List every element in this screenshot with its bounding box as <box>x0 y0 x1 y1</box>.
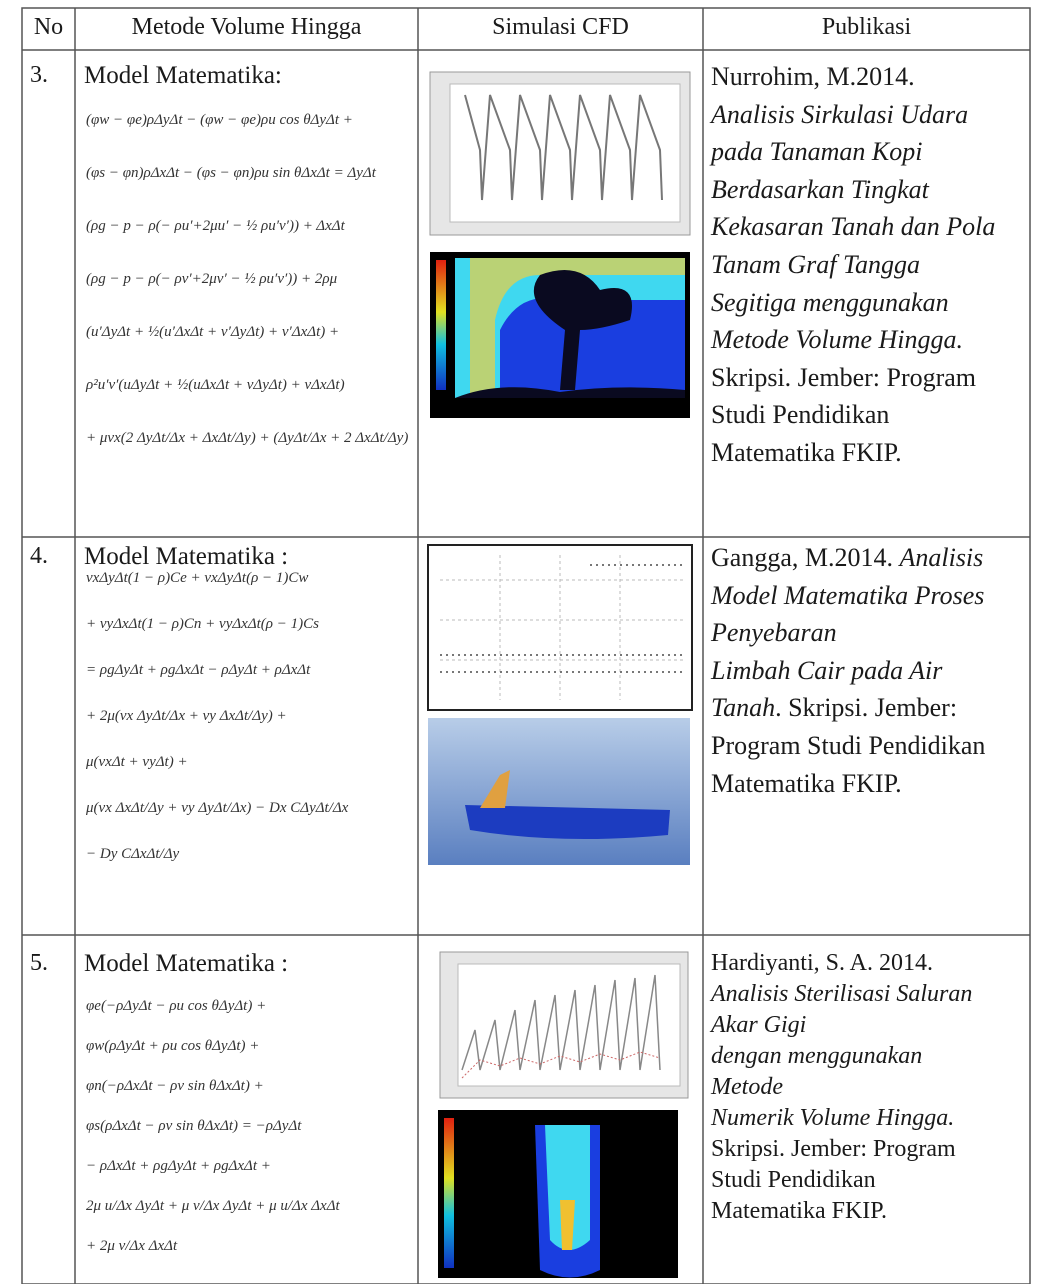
publication-line: pada Tanaman Kopi <box>711 137 922 167</box>
publication-line: Metode Volume Hingga. <box>711 325 963 355</box>
cfd-image <box>438 1110 678 1278</box>
equation: φs(ρΔxΔt − ρv sin θΔxΔt) = −ρΔyΔt <box>86 1118 302 1134</box>
publication-line: Skripsi. Jember: Program <box>711 1136 956 1163</box>
equation: (ρg − p − ρ(− ρv′+2μv′ − ½ ρu′v′)) + 2ρμ <box>86 271 338 287</box>
publication-text: . Skripsi. Jember: <box>775 693 958 723</box>
equation: μ(vx ΔxΔt/Δy + vy ΔyΔt/Δx) − Dx CΔyΔt/Δx <box>86 800 349 816</box>
publication-text: Hardiyanti, S. A. 2014. <box>711 950 933 976</box>
equation: + μvx(2 ΔyΔt/Δx + ΔxΔt/Δy) + (ΔyΔt/Δx + … <box>86 430 409 446</box>
publication-line: Kekasaran Tanah dan Pola <box>711 212 995 242</box>
publication-text: Numerik Volume Hingga. <box>711 1105 955 1131</box>
row-number: 3. <box>30 62 48 88</box>
publication-text: Penyebaran <box>711 618 837 648</box>
publication-text: Matematika FKIP. <box>711 438 902 467</box>
publication-text: Studi Pendidikan <box>711 400 890 430</box>
publication-line: Akar Gigi <box>711 1012 806 1039</box>
column-header: Simulasi CFD <box>492 14 629 40</box>
publication-text: Analisis Sirkulasi Udara <box>711 99 969 129</box>
publication-line: Segitiga menggunakan <box>711 288 949 318</box>
publication-text: Skripsi. Jember: Program <box>711 1136 956 1162</box>
publication-line: Limbah Cair pada Air <box>711 656 942 686</box>
publication-text: Kekasaran Tanah dan Pola <box>711 212 996 242</box>
equation: φw(ρΔyΔt + ρu cos θΔyΔt) + <box>86 1038 260 1054</box>
column-header: No <box>33 14 64 40</box>
row-number: 5. <box>30 950 48 976</box>
publication-line: Program Studi Pendidikan <box>711 731 985 761</box>
cfd-image <box>430 252 690 418</box>
publication-line: Studi Pendidikan <box>711 400 889 430</box>
equation: + vyΔxΔt(1 − ρ)Cn + vyΔxΔt(ρ − 1)Cs <box>86 616 319 632</box>
equation: vxΔyΔt(1 − ρ)Ce + vxΔyΔt(ρ − 1)Cw <box>86 570 309 586</box>
publication-text: Berdasarkan Tingkat <box>711 174 929 204</box>
publication-line: Analisis Sirkulasi Udara <box>711 100 968 130</box>
publication-line: Studi Pendidikan <box>711 1167 876 1194</box>
publication-text: Matematika FKIP. <box>711 1198 887 1224</box>
publication-text: Analisis Sterilisasi Saluran <box>711 981 973 1007</box>
cfd-image <box>427 544 693 711</box>
publication-line: Metode <box>711 1074 783 1101</box>
section-heading: Model Matematika: <box>84 62 282 89</box>
publication-text: Metode Volume Hingga. <box>711 325 964 355</box>
publication-line: Penyebaran <box>711 618 837 648</box>
equation: 2μ u/Δx ΔyΔt + μ v/Δx ΔyΔt + μ u/Δx ΔxΔt <box>86 1198 340 1214</box>
publication-line: Numerik Volume Hingga. <box>711 1105 954 1132</box>
equation: − Dy CΔxΔt/Δy <box>86 846 180 862</box>
publication-text: Program Studi Pendidikan <box>711 731 986 760</box>
cfd-image <box>439 951 689 1099</box>
equation: + 2μ v/Δx ΔxΔt <box>86 1238 178 1254</box>
publication-line: Matematika FKIP. <box>711 438 902 468</box>
equation: = ρgΔyΔt + ρgΔxΔt − ρΔyΔt + ρΔxΔt <box>86 662 311 678</box>
equation: ρ²u′v′(uΔyΔt + ½(uΔxΔt + vΔyΔt) + vΔxΔt) <box>86 377 345 393</box>
publication-line: Skripsi. Jember: Program <box>711 363 976 393</box>
table-borders <box>21 7 1031 1284</box>
publication-line: Matematika FKIP. <box>711 769 902 799</box>
publication-text: Limbah Cair pada Air <box>711 655 943 685</box>
publication-line: Hardiyanti, S. A. 2014. <box>711 950 933 977</box>
publication-line: Model Matematika Proses <box>711 581 984 611</box>
equation: φe(−ρΔyΔt − ρu cos θΔyΔt) + <box>86 998 267 1014</box>
publication-text: Segitiga menggunakan <box>711 287 949 317</box>
publication-text: Model Matematika Proses <box>711 580 985 610</box>
equation: − ρΔxΔt + ρgΔyΔt + ρgΔxΔt + <box>86 1158 271 1174</box>
publication-text: Tanam Graf Tangga <box>711 250 921 279</box>
publication-text: Nurrohim, M.2014. <box>711 62 915 91</box>
publication-text: dengan menggunakan <box>711 1043 923 1069</box>
cfd-image <box>429 71 691 236</box>
publication-line: Tanah. Skripsi. Jember: <box>711 693 957 723</box>
equation: (φs − φn)ρΔxΔt − (φs − φn)ρu sin θΔxΔt =… <box>86 165 376 181</box>
cfd-image <box>428 718 690 865</box>
publication-line: Nurrohim, M.2014. <box>711 62 915 92</box>
equation: φn(−ρΔxΔt − ρv sin θΔxΔt) + <box>86 1078 264 1094</box>
equation: + 2μ(vx ΔyΔt/Δx + vy ΔxΔt/Δy) + <box>86 708 287 724</box>
column-header: Metode Volume Hingga <box>131 14 362 40</box>
equation: (φw − φe)ρΔyΔt − (φw − φe)ρu cos θΔyΔt + <box>86 112 353 128</box>
publication-line: Matematika FKIP. <box>711 1198 887 1225</box>
section-heading: Model Matematika : <box>84 543 289 570</box>
publication-line: dengan menggunakan <box>711 1043 922 1070</box>
publication-text: Matematika FKIP. <box>711 768 902 798</box>
equation: μ(vxΔt + vyΔt) + <box>86 754 188 770</box>
publication-line: Analisis Sterilisasi Saluran <box>711 981 972 1008</box>
column-header: Publikasi <box>821 14 912 40</box>
publication-text: Gangga, M.2014. <box>711 543 900 572</box>
publication-text: Studi Pendidikan <box>711 1167 876 1193</box>
publication-line: Tanam Graf Tangga <box>711 250 920 280</box>
publication-text: pada Tanaman Kopi <box>711 137 923 167</box>
publication-text: Metode <box>711 1074 783 1100</box>
publication-line: Berdasarkan Tingkat <box>711 175 929 205</box>
equation: (u′ΔyΔt + ½(u′ΔxΔt + v′ΔyΔt) + v′ΔxΔt) + <box>86 324 340 340</box>
publication-text: Tanah <box>711 693 776 723</box>
publication-text: Analisis <box>899 543 984 572</box>
publication-text: Akar Gigi <box>711 1012 807 1038</box>
equation: (ρg − p − ρ(− ρu′+2μu′ − ½ ρu′v′)) + ΔxΔ… <box>86 218 345 234</box>
publication-line: Gangga, M.2014. Analisis <box>711 543 983 573</box>
section-heading: Model Matematika : <box>84 950 289 977</box>
row-number: 4. <box>30 543 48 569</box>
publication-text: Skripsi. Jember: Program <box>711 362 977 392</box>
